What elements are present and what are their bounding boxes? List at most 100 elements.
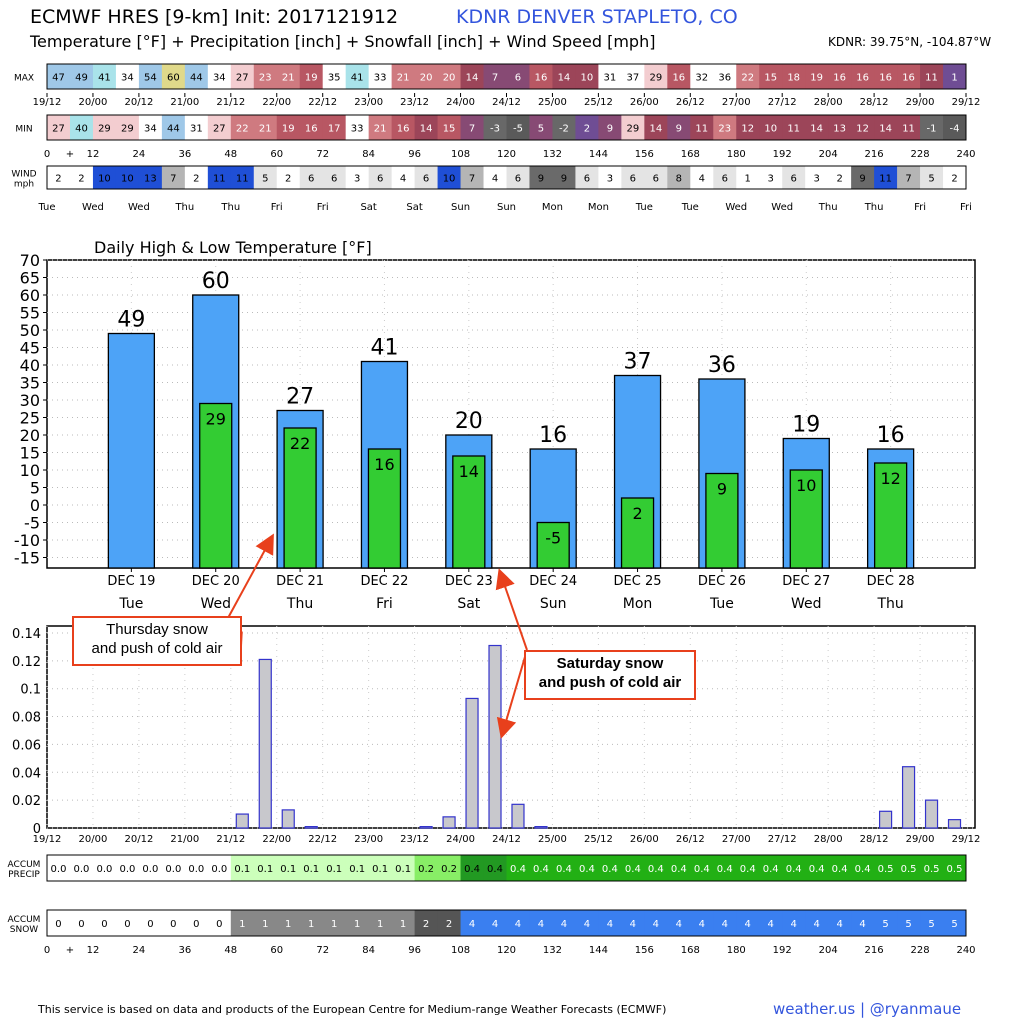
- min-temp-strip-cell: [575, 115, 599, 140]
- min-temp-strip-cell: [92, 115, 117, 140]
- top-weekday-axis-label: Wed: [82, 202, 104, 213]
- accum-snow-strip-cell: [92, 910, 117, 936]
- accum-snow-strip-value: 4: [768, 919, 774, 930]
- accum-snow-strip-cell: [874, 910, 898, 936]
- accum-precip-strip-value: 0.0: [188, 864, 204, 875]
- temp-weekday-label: Fri: [376, 596, 393, 612]
- min-temp-strip-cell: [161, 115, 186, 140]
- temp-weekday-label: Sun: [540, 596, 567, 612]
- top-weekday-axis-label: Thu: [818, 202, 838, 213]
- low-temp-bar: [789, 469, 823, 569]
- temp-weekday-label: Mon: [623, 596, 653, 612]
- wind-strip-value: 6: [377, 174, 383, 185]
- bottom-hour-axis-label: 84: [362, 945, 375, 956]
- accum-precip-strip-value: 0.1: [349, 864, 365, 875]
- accum-precip-strip-cell: [92, 855, 117, 881]
- wind-strip-value: 11: [213, 174, 226, 185]
- accum-precip-strip-value: 0.0: [165, 864, 181, 875]
- top-weekday-axis-label: Wed: [725, 202, 747, 213]
- wind-strip-value: 5: [262, 174, 268, 185]
- accum-snow-strip-cell: [897, 910, 921, 936]
- top-weekday-axis-label: Wed: [771, 202, 793, 213]
- wind-strip-cell: [437, 166, 462, 189]
- wind-strip-value: 3: [768, 174, 774, 185]
- max-temp-strip-value: 23: [259, 73, 272, 84]
- top-date-axis-label: 29/00: [906, 97, 935, 108]
- max-temp-strip-value: 27: [236, 73, 249, 84]
- max-temp-strip-cell: [713, 64, 737, 89]
- wind-strip-value: 2: [951, 174, 957, 185]
- temp-plot-area: [46, 259, 976, 569]
- wind-strip-value: 4: [400, 174, 406, 185]
- accum-snow-strip-value: 0: [55, 919, 61, 930]
- low-temp-bar: [705, 472, 739, 569]
- max-temp-strip-value: 1: [951, 73, 957, 84]
- min-temp-strip-value: 17: [328, 124, 341, 135]
- wind-strip-cell: [230, 166, 255, 189]
- max-temp-strip-value: 35: [328, 73, 341, 84]
- wind-strip-frame: [46, 165, 967, 190]
- precip-date-label: 25/12: [584, 834, 613, 845]
- accum-snow-strip-value: 1: [331, 919, 337, 930]
- station-coords: KDNR: 39.75°N, -104.87°W: [828, 35, 992, 49]
- min-temp-strip-value: 34: [144, 124, 157, 135]
- high-temp-label: 19: [792, 413, 820, 438]
- top-hour-axis-label: 144: [589, 149, 608, 160]
- min-temp-strip-cell: [782, 115, 806, 140]
- accum-snow-strip-cell: [207, 910, 232, 936]
- accum-snow-strip-value: 1: [377, 919, 383, 930]
- top-date-axis-label: 21/00: [170, 97, 199, 108]
- wind-strip-value: 9: [538, 174, 544, 185]
- min-temp-strip-value: 21: [259, 124, 272, 135]
- accum-precip-strip-cell: [851, 855, 875, 881]
- bottom-hour-axis-label: 216: [865, 945, 884, 956]
- accum-precip-strip-value: 0.1: [372, 864, 388, 875]
- min-temp-strip-value: 9: [676, 124, 682, 135]
- snow-row-label-1: ACCUM: [8, 915, 41, 925]
- accum-precip-strip-value: 0.4: [855, 864, 871, 875]
- accum-snow-strip-value: 1: [400, 919, 406, 930]
- min-temp-strip-value: 12: [741, 124, 754, 135]
- wind-strip-value: 13: [144, 174, 157, 185]
- precip-date-label: 21/12: [216, 834, 245, 845]
- accum-snow-strip-cell: [920, 910, 944, 936]
- bottom-hour-axis-label: 24: [133, 945, 146, 956]
- min-temp-strip-value: 21: [374, 124, 387, 135]
- max-temp-strip-value: 54: [144, 73, 157, 84]
- accum-snow-strip-cell: [184, 910, 209, 936]
- min-temp-strip-cell: [920, 115, 944, 140]
- low-temp-bar: [283, 427, 317, 569]
- wind-strip-cell: [782, 166, 806, 189]
- temp-ytick-label: 50: [20, 321, 40, 340]
- accum-snow-strip-cell: [322, 910, 347, 936]
- max-temp-strip-value: 32: [695, 73, 708, 84]
- accum-snow-strip-value: 1: [285, 919, 291, 930]
- max-temp-strip-value: 47: [52, 73, 65, 84]
- accum-precip-strip-value: 0.4: [533, 864, 549, 875]
- accum-precip-strip-value: 0.0: [51, 864, 67, 875]
- low-temp-bar: [873, 462, 908, 569]
- max-temp-strip-value: 16: [672, 73, 685, 84]
- saturday-callout: Saturday snow and push of cold air: [524, 650, 696, 700]
- max-temp-strip-cell: [368, 64, 393, 89]
- product-subtitle: Temperature [°F] + Precipitation [inch] …: [30, 32, 656, 51]
- max-temp-strip-cell: [506, 64, 530, 89]
- max-temp-strip-value: 16: [879, 73, 892, 84]
- wind-strip-value: 9: [859, 174, 865, 185]
- max-temp-strip-value: 6: [515, 73, 521, 84]
- precip-date-label: 26/00: [630, 834, 659, 845]
- precip-date-label: 24/12: [492, 834, 521, 845]
- temp-ytick-label: 45: [20, 339, 40, 358]
- temp-weekday-label: Tue: [118, 596, 143, 612]
- accum-precip-strip-cell: [943, 855, 967, 881]
- wind-strip-value: 4: [699, 174, 705, 185]
- bottom-hour-axis-label: 132: [543, 945, 562, 956]
- site-credit[interactable]: weather.us | @ryanmaue: [773, 1000, 962, 1018]
- accum-precip-strip-value: 0.0: [96, 864, 112, 875]
- max-temp-strip-value: 16: [856, 73, 869, 84]
- temp-ytick-label: 60: [20, 286, 40, 305]
- accum-snow-strip-value: 5: [905, 919, 911, 930]
- min-temp-strip-cell: [460, 115, 485, 140]
- accum-precip-strip-value: 0.4: [648, 864, 664, 875]
